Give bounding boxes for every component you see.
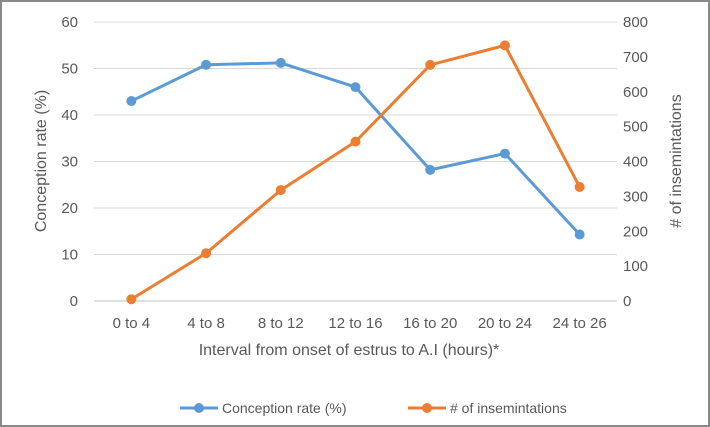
y-tick-label-left: 0 — [70, 293, 78, 310]
y-tick-label-right: 200 — [623, 223, 648, 240]
data-point — [275, 57, 286, 68]
data-point — [201, 248, 212, 259]
legend: Conception rate (%) # of insemintations — [180, 400, 567, 416]
x-tick-label: 24 to 26 — [553, 315, 607, 332]
y-axis-label-right: # of insemintations — [668, 94, 685, 227]
x-tick-label: 16 to 20 — [403, 315, 457, 332]
data-point — [350, 136, 361, 147]
x-tick-label: 0 to 4 — [113, 315, 151, 332]
y-tick-label-right: 500 — [623, 119, 648, 136]
data-point — [425, 164, 436, 175]
x-tick-label: 20 to 24 — [478, 315, 532, 332]
x-tick-label: 12 to 16 — [328, 315, 382, 332]
y-tick-label-right: 100 — [623, 258, 648, 275]
data-point — [425, 59, 436, 70]
x-tick-label: 4 to 8 — [187, 315, 225, 332]
gridlines — [94, 21, 617, 302]
data-point — [201, 59, 212, 70]
series-group — [126, 40, 585, 305]
y-axis-right: 0 100 200 300 400 500 600 700 800 — [623, 14, 648, 310]
x-axis-label: Interval from onset of estrus to A.I (ho… — [199, 342, 500, 359]
y-tick-label-right: 300 — [623, 188, 648, 205]
data-point — [350, 82, 361, 93]
data-point — [574, 181, 585, 192]
y-axis-label-left: Conception rate (%) — [33, 90, 50, 232]
y-tick-label-right: 800 — [623, 14, 648, 31]
data-point — [126, 294, 137, 305]
x-tick-label: 8 to 12 — [258, 315, 304, 332]
data-point — [499, 148, 510, 159]
y-tick-label-right: 600 — [623, 84, 648, 101]
data-point — [574, 229, 585, 240]
legend-marker — [194, 403, 204, 413]
y-tick-label-right: 400 — [623, 154, 648, 171]
y-tick-label-right: 700 — [623, 49, 648, 66]
y-tick-label-left: 10 — [61, 247, 78, 264]
y-tick-label-left: 20 — [61, 200, 78, 217]
x-axis: 0 to 4 4 to 8 8 to 12 12 to 16 16 to 20 20 to… — [113, 315, 607, 332]
y-axis-left: 0 10 20 30 40 50 60 — [61, 14, 78, 310]
y-tick-label-left: 30 — [61, 154, 78, 171]
legend-marker — [422, 403, 432, 413]
y-tick-label-left: 50 — [61, 61, 78, 78]
legend-label: Conception rate (%) — [222, 400, 347, 416]
legend-label: # of insemintations — [450, 400, 567, 416]
y-tick-label-left: 40 — [61, 107, 78, 124]
data-point — [126, 96, 137, 107]
y-tick-label-left: 60 — [61, 14, 78, 31]
data-point — [275, 185, 286, 196]
y-tick-label-right: 0 — [623, 293, 631, 310]
data-point — [499, 40, 510, 51]
